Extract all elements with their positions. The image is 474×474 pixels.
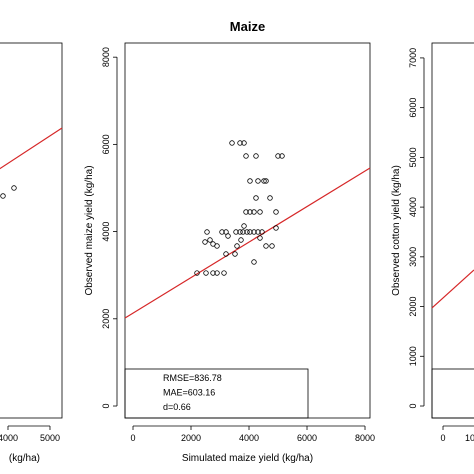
data-point [261,178,267,184]
data-point [214,243,220,249]
data-point [257,235,263,241]
x-tick-label: 5000 [40,433,60,443]
data-point [257,209,263,215]
data-point [255,229,261,235]
y-axis-label: Observed maize yield (kg/ha) [84,165,95,295]
data-point [219,229,225,235]
chart-panel: 0 1000 0 1000 2000 3000 4000 5000 6000 7000 Observ… [391,42,474,443]
data-point [279,153,285,159]
data-point [243,153,249,159]
data-point [267,195,273,201]
fit-line [124,167,371,319]
data-point [225,233,231,239]
y-tick-label: 5000 [408,147,418,167]
stats-text: d=0.66 [163,402,191,412]
data-point [263,243,269,249]
x-tick-label: 6000 [297,433,317,443]
data-point [214,270,220,276]
data-point [202,239,208,245]
x-tick-label: 2000 [181,433,201,443]
data-point [275,153,281,159]
data-point [253,153,259,159]
x-tick-label: 8000 [355,433,375,443]
data-point [203,270,209,276]
chart-panel: Maize 0 2000 4000 6000 8000 0 2000 4000 6000 8000 S… [84,19,375,464]
data-point [263,178,269,184]
y-tick-label: 7000 [408,48,418,68]
x-tick-label: 4000 [0,433,18,443]
data-point [241,140,247,146]
data-point [247,229,253,235]
data-point [11,185,17,191]
y-tick-label: 4000 [101,222,111,242]
data-point [0,193,6,199]
data-point [241,223,247,229]
y-tick-label: 0 [101,404,111,409]
x-axis-label: (kg/ha) [9,453,40,464]
data-point [223,251,229,257]
data-point [237,229,243,235]
y-tick-label: 6000 [101,134,111,154]
data-point [253,195,259,201]
data-point [273,225,279,231]
x-tick-label: 0 [441,433,446,443]
fit-line [431,269,474,309]
data-point [255,178,261,184]
x-tick-label: 1000 [465,433,474,443]
y-tick-label: 0 [408,404,418,409]
data-point [247,209,253,215]
data-point [251,209,257,215]
x-tick-label: 4000 [239,433,259,443]
y-tick-label: 8000 [101,47,111,67]
plot-frame [431,42,474,419]
data-point [194,270,200,276]
data-point [237,140,243,146]
x-tick-label: 0 [130,433,135,443]
stats-text: MAE=603.16 [163,388,215,398]
data-point [240,229,246,235]
data-point [259,229,265,235]
stats-text: RMSE=836.78 [163,373,222,383]
fit-line [0,127,63,170]
data-point [251,259,257,265]
data-point [273,209,279,215]
data-point [247,178,253,184]
stats-box [431,368,474,419]
chart-panel: 4000 5000(kg/ha) [0,42,63,464]
chart-title: Maize [230,19,265,34]
x-axis-label: Simulated maize yield (kg/ha) [182,453,313,464]
y-tick-label: 1000 [408,346,418,366]
data-point [244,229,250,235]
y-tick-label: 2000 [408,297,418,317]
data-point [221,270,227,276]
plot-frame [0,42,63,419]
data-point [243,209,249,215]
y-tick-label: 2000 [101,309,111,329]
data-point [229,140,235,146]
data-point [232,251,238,257]
data-point [238,237,244,243]
y-tick-label: 3000 [408,247,418,267]
y-tick-label: 6000 [408,98,418,118]
y-axis-label: Observed cotton yield (kg/ha) [391,165,402,296]
data-point [210,270,216,276]
data-point [207,237,213,243]
plot-frame [124,42,371,419]
data-point [233,229,239,235]
y-tick-label: 4000 [408,197,418,217]
stats-box [124,368,309,419]
data-point [234,243,240,249]
data-point [251,229,257,235]
data-point [204,229,210,235]
data-point [269,243,275,249]
